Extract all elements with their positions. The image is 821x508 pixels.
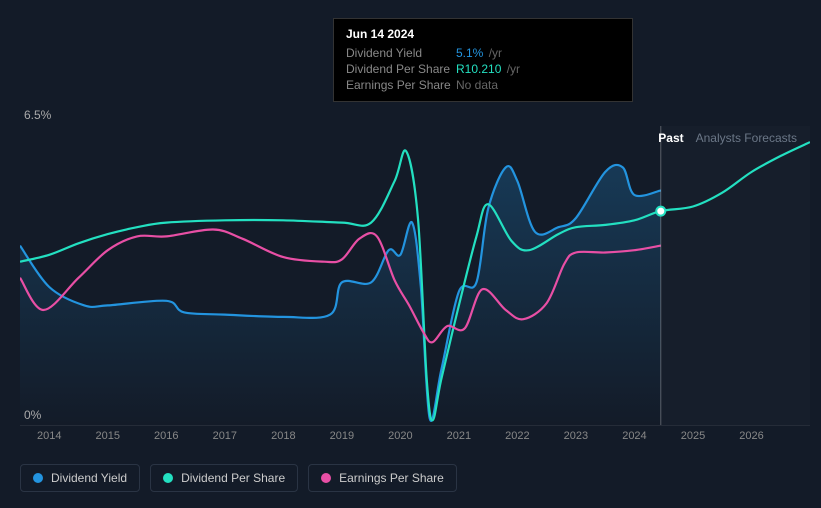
badge-forecast: Analysts Forecasts (696, 131, 797, 145)
tooltip-row: Earnings Per ShareNo data (346, 77, 620, 93)
legend: Dividend Yield Dividend Per Share Earnings… (20, 464, 457, 492)
y-axis-min-label: 0% (24, 408, 41, 422)
tooltip-rows: Dividend Yield5.1% /yrDividend Per Share… (346, 45, 620, 93)
tooltip-row-label: Earnings Per Share (346, 78, 456, 92)
legend-item[interactable]: Dividend Yield (20, 464, 140, 492)
legend-label: Dividend Yield (51, 471, 127, 485)
legend-swatch (321, 473, 331, 483)
x-tick-label: 2020 (388, 430, 412, 442)
x-tick-label: 2016 (154, 430, 178, 442)
legend-swatch (163, 473, 173, 483)
x-tick-label: 2017 (213, 430, 237, 442)
hover-tooltip: Jun 14 2024 Dividend Yield5.1% /yrDivide… (333, 18, 633, 102)
x-tick-label: 2021 (447, 430, 471, 442)
tooltip-row: Dividend Per ShareR10.210 /yr (346, 61, 620, 77)
x-tick-label: 2023 (564, 430, 588, 442)
tooltip-row: Dividend Yield5.1% /yr (346, 45, 620, 61)
tooltip-date: Jun 14 2024 (346, 27, 620, 41)
chart-layers (20, 126, 810, 425)
legend-label: Earnings Per Share (339, 471, 444, 485)
legend-swatch (33, 473, 43, 483)
tooltip-row-value: 5.1% /yr (456, 46, 502, 60)
legend-label: Dividend Per Share (181, 471, 285, 485)
x-tick-label: 2019 (330, 430, 354, 442)
legend-item[interactable]: Dividend Per Share (150, 464, 298, 492)
x-tick-label: 2025 (681, 430, 705, 442)
tooltip-row-value: R10.210 /yr (456, 62, 520, 76)
tooltip-row-value: No data (456, 78, 498, 92)
x-tick-label: 2014 (37, 430, 61, 442)
x-tick-label: 2024 (622, 430, 646, 442)
x-tick-label: 2015 (96, 430, 120, 442)
x-tick-label: 2018 (271, 430, 295, 442)
y-axis-max-label: 6.5% (24, 108, 51, 122)
x-tick-label: 2026 (739, 430, 763, 442)
plot-area[interactable] (20, 126, 810, 426)
tooltip-row-label: Dividend Per Share (346, 62, 456, 76)
legend-item[interactable]: Earnings Per Share (308, 464, 457, 492)
chart-svg (20, 126, 810, 425)
chart-container: Jun 14 2024 Dividend Yield5.1% /yrDivide… (0, 0, 821, 508)
time-range-badges: Past Analysts Forecasts (658, 131, 797, 145)
x-axis: 2014 2015 2016 2017 2018 2019 2020 2021 2022 2023… (20, 430, 810, 450)
badge-past: Past (658, 131, 683, 145)
x-tick-label: 2022 (505, 430, 529, 442)
tooltip-row-label: Dividend Yield (346, 46, 456, 60)
